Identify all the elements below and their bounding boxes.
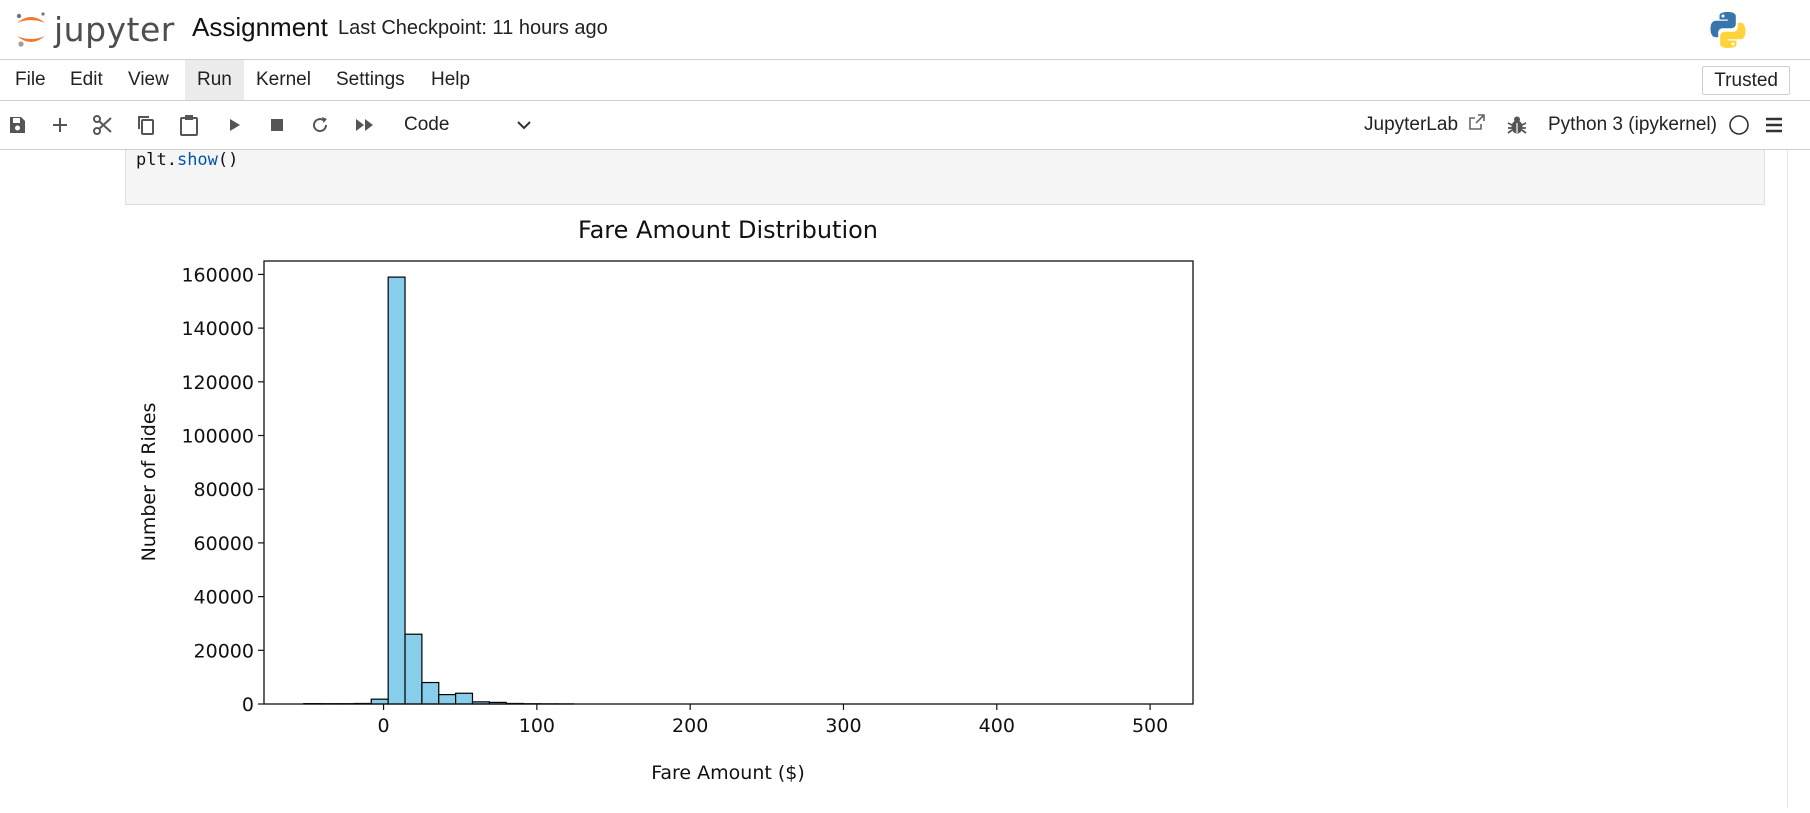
jupyter-logo-icon [14,9,48,49]
histogram-bar [439,695,456,704]
histogram-bar [405,634,422,704]
save-button[interactable] [5,113,29,137]
notebook-toolbar: Code JupyterLab Python 3 (ipykernel) [0,101,1810,150]
menu-edit[interactable]: Edit [58,60,115,100]
code-cell-input[interactable]: plt.show() [125,150,1765,205]
trusted-button[interactable]: Trusted [1702,66,1790,95]
code-line: plt.show() [136,150,238,170]
notebook-header: jupyter Assignment Last Checkpoint: 11 h… [0,0,1810,60]
y-tick-label: 80000 [194,479,254,501]
kernel-name[interactable]: Python 3 (ipykernel) [1548,101,1717,149]
y-tick-label: 0 [242,694,254,716]
restart-icon [310,115,330,135]
save-icon [7,115,27,135]
x-tick-label: 500 [1132,715,1168,737]
last-checkpoint: Last Checkpoint: 11 hours ago [338,17,608,40]
paste-icon [178,114,200,136]
menu-file[interactable]: File [3,60,58,100]
add-cell-button[interactable] [48,113,72,137]
menu-settings[interactable]: Settings [324,60,417,100]
menu-view[interactable]: View [116,60,181,100]
y-tick-label: 40000 [194,587,254,609]
debugger-button[interactable] [1505,113,1529,137]
python-logo-icon [1708,10,1748,50]
notebook-scrollbar[interactable] [1787,150,1810,808]
y-tick-label: 20000 [194,640,254,662]
histogram-bar [422,683,439,704]
jupyter-logo-text: jupyter [54,10,175,49]
histogram-bar [371,699,388,704]
stop-icon [270,118,284,132]
cell-type-dropdown[interactable]: Code [394,110,538,140]
run-button[interactable] [222,113,246,137]
copy-icon [136,114,156,136]
x-axis-label: Fare Amount ($) [651,762,805,784]
jupyterlab-link[interactable]: JupyterLab [1364,101,1487,149]
menu-kernel[interactable]: Kernel [244,60,323,100]
menu-bar: File Edit View Run Kernel Settings Help … [0,60,1810,101]
stop-button[interactable] [265,113,289,137]
cell-type-value: Code [404,114,449,135]
restart-button[interactable] [308,113,332,137]
y-tick-label: 120000 [181,372,254,394]
external-link-icon [1467,112,1487,132]
x-tick-label: 400 [979,715,1015,737]
kernel-idle-icon [1728,114,1750,136]
code-function: show [177,150,218,170]
histogram-bar [388,277,405,704]
fare-histogram-chart: Fare Amount Distribution 0 100 200 300 400 50… [125,220,1205,808]
copy-button[interactable] [134,113,158,137]
chevron-down-icon [514,114,534,134]
y-tick-label: 140000 [181,318,254,340]
menu-button[interactable] [1762,113,1786,137]
y-axis-label: Number of Rides [138,403,160,562]
cell-output: Fare Amount Distribution 0 100 200 300 400 50… [125,220,1205,813]
code-args: () [218,150,238,170]
menu-run[interactable]: Run [185,60,244,100]
y-tick-label: 60000 [194,533,254,555]
x-tick-label: 100 [519,715,555,737]
code-object: plt. [136,150,177,170]
paste-button[interactable] [177,113,201,137]
run-all-button[interactable] [353,113,377,137]
jupyterlab-label: JupyterLab [1364,114,1458,135]
x-tick-label: 200 [672,715,708,737]
chart-title: Fare Amount Distribution [578,220,878,244]
cut-button[interactable] [91,113,115,137]
y-tick-label: 100000 [181,426,254,448]
cut-icon [92,114,114,136]
x-tick-label: 300 [825,715,861,737]
fast-forward-icon [354,117,376,133]
jupyter-logo[interactable]: jupyter [14,6,175,52]
y-tick-label: 160000 [181,264,254,286]
add-cell-icon [50,115,70,135]
menu-help[interactable]: Help [419,60,482,100]
bug-icon [1506,114,1528,136]
run-icon [226,117,242,133]
histogram-bar [456,693,473,704]
notebook-panel: plt.show() Fare Amount Distribution 0 100… [0,150,1810,808]
kernel-status [1727,113,1751,137]
notebook-title[interactable]: Assignment [192,12,328,43]
hamburger-icon [1764,116,1784,134]
x-tick-label: 0 [378,715,390,737]
